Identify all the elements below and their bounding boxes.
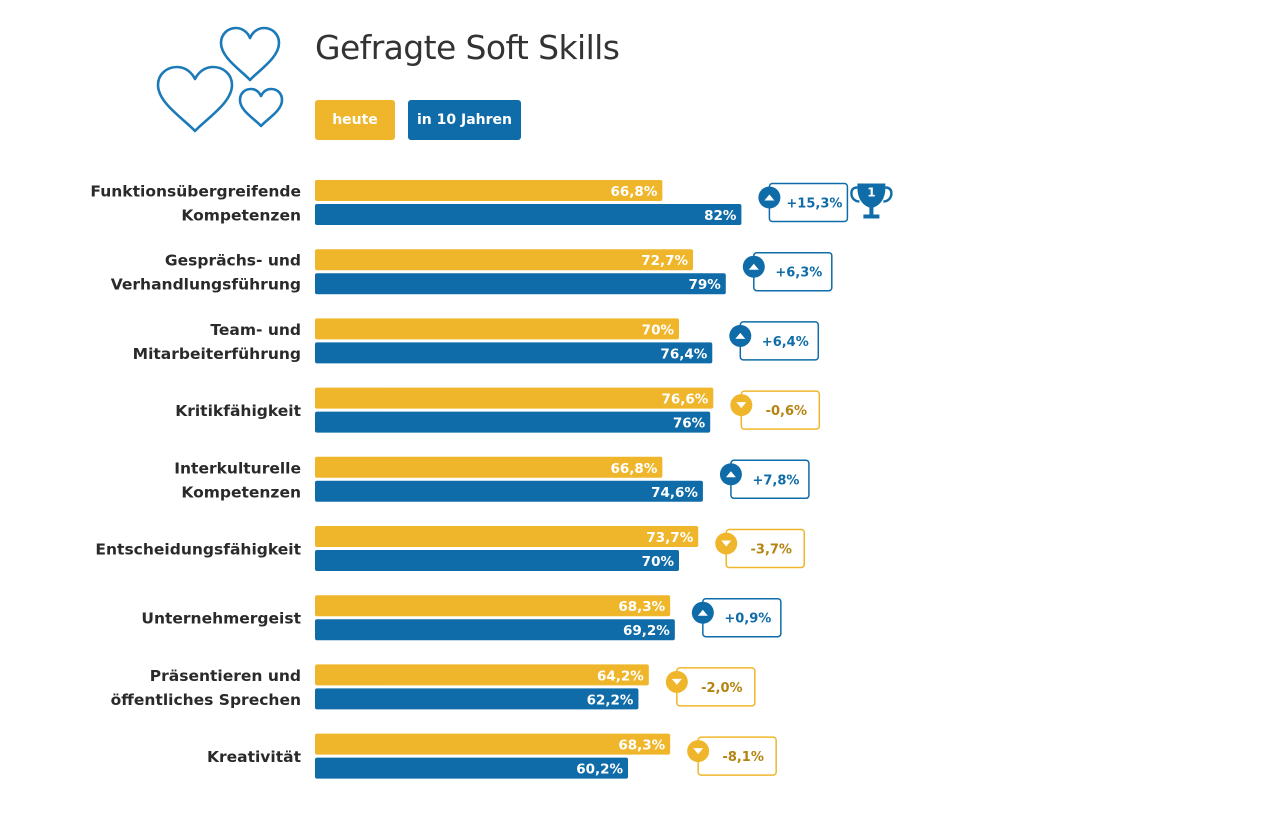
bar-label-future-1: 79% xyxy=(688,277,721,293)
trophy-handle-left xyxy=(850,186,860,203)
trophy-rank: 1 xyxy=(867,186,875,200)
hearts-icon xyxy=(156,26,284,133)
delta-value-0: +15,3% xyxy=(786,197,842,212)
bar-label-future-7: 62,2% xyxy=(587,692,634,708)
triangle-down-icon-shape-8 xyxy=(693,748,704,755)
chart-title: Gefragte Soft Skills xyxy=(315,28,620,67)
bar-label-future-0: 82% xyxy=(704,208,737,224)
legend-today-button[interactable]: heute xyxy=(315,100,395,140)
bar-heute-5 xyxy=(315,526,699,547)
triangle-up-icon-shape-0 xyxy=(764,194,775,201)
bar-future-3 xyxy=(315,411,711,433)
bar-label-heute-6: 68,3% xyxy=(618,599,665,615)
triangle-up-icon-shape-1 xyxy=(748,263,759,270)
bar-future-2 xyxy=(315,342,713,364)
triangle-down-icon-shape-7 xyxy=(671,678,682,685)
delta-value-2: +6,4% xyxy=(762,335,809,350)
category-label-4-line0: Interkulturelle xyxy=(174,459,301,477)
category-label-6: Unternehmergeist xyxy=(141,610,301,628)
bar-label-heute-2: 70% xyxy=(642,322,675,338)
bar-label-heute-8: 68,3% xyxy=(618,738,665,754)
category-label-4-line1: Kompetenzen xyxy=(181,483,301,501)
bar-label-future-5: 70% xyxy=(642,554,675,570)
trophy-icon: 1 xyxy=(850,183,893,219)
category-label-2-line1: Mitarbeiterführung xyxy=(133,345,301,363)
bar-label-heute-5: 73,7% xyxy=(646,530,693,546)
bar-heute-7 xyxy=(315,664,649,686)
bar-label-future-4: 74,6% xyxy=(651,485,698,501)
triangle-down-icon-shape-5 xyxy=(721,540,732,547)
bar-future-4 xyxy=(315,480,703,502)
bar-future-8 xyxy=(315,757,629,779)
bar-future-0 xyxy=(315,204,742,225)
bar-heute-0 xyxy=(315,180,663,201)
bar-heute-8 xyxy=(315,733,671,755)
triangle-up-icon-shape-6 xyxy=(697,609,708,616)
delta-value-5: -3,7% xyxy=(751,543,792,558)
bar-heute-4 xyxy=(315,456,663,478)
bar-label-future-6: 69,2% xyxy=(623,623,670,639)
category-label-2-line0: Team- und xyxy=(210,321,301,339)
delta-value-4: +7,8% xyxy=(752,473,799,488)
bar-label-future-3: 76% xyxy=(673,416,706,432)
bar-heute-1 xyxy=(315,249,694,271)
bar-label-future-2: 76,4% xyxy=(660,346,707,362)
bar-future-6 xyxy=(315,619,675,641)
bar-heute-6 xyxy=(315,595,671,617)
bar-heute-3 xyxy=(315,387,714,409)
trophy-cup xyxy=(857,183,886,219)
bar-label-heute-0: 66,8% xyxy=(611,184,658,200)
bar-future-1 xyxy=(315,273,726,295)
category-label-0-line0: Funktionsübergreifende xyxy=(90,183,301,201)
bar-future-5 xyxy=(315,550,679,571)
delta-value-6: +0,9% xyxy=(724,612,771,627)
bar-label-heute-3: 76,6% xyxy=(661,392,708,408)
trophy-handle-right xyxy=(883,186,893,203)
category-label-7-line1: öffentliches Sprechen xyxy=(111,691,301,709)
legend-future-button[interactable]: in 10 Jahren xyxy=(408,100,521,140)
bar-label-heute-7: 64,2% xyxy=(597,668,644,684)
category-label-3: Kritikfähigkeit xyxy=(175,402,301,420)
category-label-7-line0: Präsentieren und xyxy=(150,667,301,685)
triangle-up-icon-shape-4 xyxy=(725,471,736,478)
triangle-up-icon-shape-2 xyxy=(735,332,746,339)
bar-future-7 xyxy=(315,688,639,710)
delta-value-3: -0,6% xyxy=(766,404,807,419)
delta-value-1: +6,3% xyxy=(775,266,822,281)
delta-value-8: -8,1% xyxy=(722,750,763,765)
bar-label-future-8: 60,2% xyxy=(576,762,623,778)
category-label-8: Kreativität xyxy=(207,748,302,766)
bar-label-heute-1: 72,7% xyxy=(641,253,688,269)
bar-heute-2 xyxy=(315,318,679,340)
category-label-0-line1: Kompetenzen xyxy=(181,207,301,225)
triangle-down-icon-shape-3 xyxy=(736,402,747,409)
category-label-1-line1: Verhandlungsführung xyxy=(111,276,301,294)
category-label-5: Entscheidungsfähigkeit xyxy=(95,541,301,559)
bar-label-heute-4: 66,8% xyxy=(611,461,658,477)
category-label-1-line0: Gesprächs- und xyxy=(165,252,301,270)
delta-value-7: -2,0% xyxy=(701,681,742,696)
